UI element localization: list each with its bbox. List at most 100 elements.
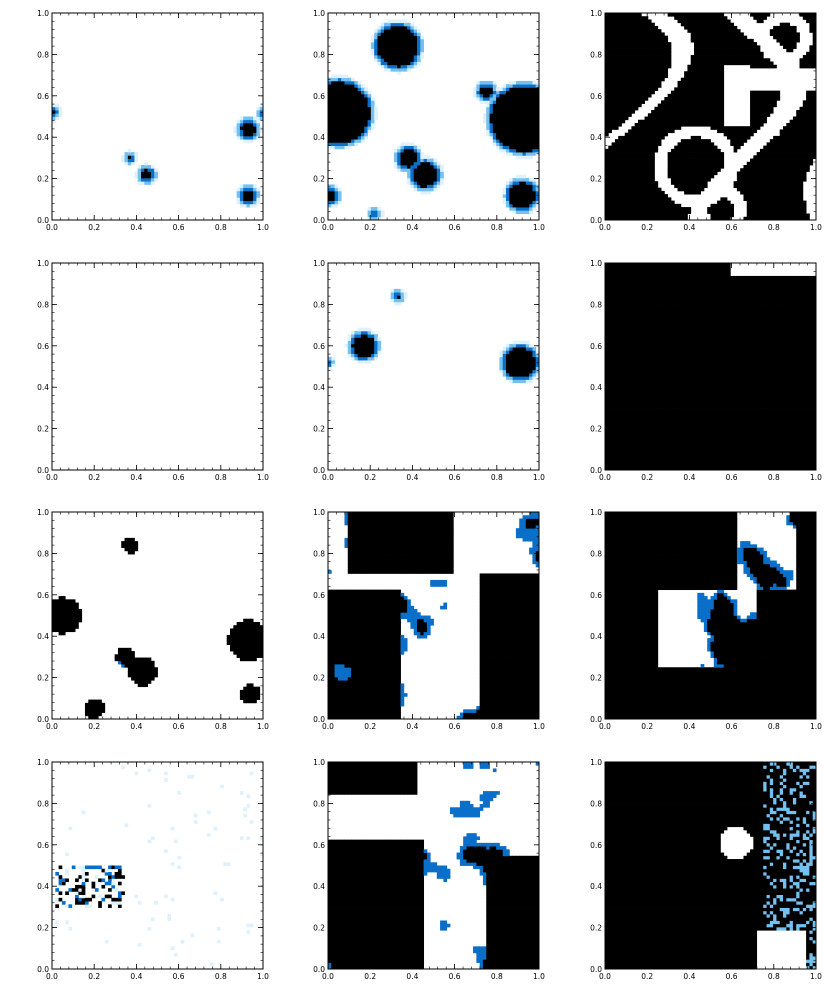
heatmap-cell [713, 13, 718, 17]
heatmap-cell [499, 106, 504, 111]
heatmap-cell [713, 207, 718, 211]
heatmap-cell [812, 135, 816, 140]
heatmap-cell [710, 168, 715, 172]
heatmap-cell [360, 110, 365, 114]
heatmap-cell [743, 55, 748, 59]
heatmap-cell [344, 97, 349, 101]
heatmap-cell [720, 129, 725, 134]
heatmap-cell [743, 61, 748, 66]
heatmap-cell [614, 58, 619, 62]
heatmap-cell [423, 165, 428, 169]
heatmap-cell [651, 216, 655, 220]
heatmap-cell [605, 210, 609, 214]
heatmap-cell [644, 58, 649, 62]
heatmap-cell [773, 203, 777, 208]
heatmap-cell [733, 32, 738, 37]
heatmap-cell [690, 32, 695, 37]
heatmap-cell [664, 58, 669, 62]
heatmap-cell [426, 174, 431, 179]
heatmap-cell [134, 171, 139, 176]
heatmap-cell [644, 158, 649, 163]
heatmap-cell [236, 194, 241, 198]
heatmap-cell [334, 145, 339, 150]
heatmap-cell [618, 110, 622, 114]
heatmap-cell [641, 158, 645, 163]
heatmap-cell [492, 142, 497, 147]
heatmap-cell [769, 29, 774, 33]
heatmap-cell [637, 13, 642, 17]
heatmap-cell [634, 42, 639, 46]
heatmap-cell [492, 126, 497, 130]
heatmap-cell [799, 122, 804, 127]
y-tick-label: 0.6 [313, 342, 325, 351]
heatmap-cell [733, 181, 738, 185]
heatmap-cell [512, 190, 517, 195]
heatmap-cell [489, 116, 494, 121]
heatmap-cell [436, 184, 441, 189]
heatmap-cell [720, 200, 725, 205]
heatmap-cell [677, 187, 682, 192]
heatmap-cell [641, 84, 645, 88]
heatmap-cell [792, 216, 797, 220]
heatmap-cell [703, 122, 708, 127]
y-tick-label: 0.4 [313, 383, 325, 392]
heatmap-cell [779, 184, 784, 189]
heatmap-cell [482, 100, 487, 104]
heatmap-cell [746, 194, 751, 198]
heatmap-cell [733, 58, 738, 62]
heatmap-cell [407, 155, 411, 159]
heatmap-cell [387, 55, 392, 59]
heatmap-cell [694, 168, 698, 172]
heatmap-cell [792, 181, 797, 185]
heatmap-cell [410, 145, 415, 150]
heatmap-cell [492, 97, 497, 101]
heatmap-cell [637, 29, 642, 33]
heatmap-cell [150, 177, 155, 182]
heatmap-cell [529, 363, 533, 367]
heatmap-cell [374, 106, 378, 111]
heatmap-cell [806, 116, 810, 121]
heatmap-cell [746, 187, 751, 192]
heatmap-cell [680, 84, 685, 88]
heatmap-cell [802, 122, 807, 127]
heatmap-cell [796, 210, 800, 214]
heatmap-cell [243, 200, 247, 205]
heatmap-cell [522, 379, 527, 384]
heatmap-cell [141, 171, 145, 176]
heatmap-cell [769, 210, 774, 214]
heatmap-cell [707, 161, 711, 166]
heatmap-cell [783, 181, 787, 185]
heatmap-cell [717, 64, 721, 69]
heatmap-cell [726, 58, 731, 62]
heatmap-cell [631, 84, 636, 88]
heatmap-cell [796, 158, 800, 163]
heatmap-cell [687, 152, 692, 156]
heatmap-cell [766, 171, 771, 176]
heatmap-cell [677, 158, 682, 163]
heatmap-cell [756, 119, 761, 124]
heatmap-cell [641, 61, 645, 66]
heatmap-cell [407, 158, 411, 163]
heatmap-cell [364, 126, 368, 130]
heatmap-cell [769, 171, 774, 176]
heatmap-cell [256, 113, 261, 117]
heatmap-cell [792, 38, 797, 43]
heatmap-cell [403, 32, 408, 37]
heatmap-cell [697, 51, 702, 56]
heatmap-cell [628, 207, 632, 211]
heatmap-cell [364, 343, 368, 348]
heatmap-cell [631, 148, 636, 153]
heatmap-cell [694, 77, 698, 82]
heatmap-cell [766, 64, 771, 69]
heatmap-cell [654, 45, 659, 49]
heatmap-cell [697, 16, 702, 20]
heatmap-cell [393, 158, 398, 163]
heatmap-cell [611, 55, 616, 59]
heatmap-cell [256, 200, 261, 205]
heatmap-cell [631, 181, 636, 185]
heatmap-cell [806, 155, 810, 159]
heatmap-cell [631, 64, 636, 69]
heatmap-cell [525, 142, 530, 147]
heatmap-cell [773, 216, 777, 220]
heatmap-cell [357, 90, 362, 95]
